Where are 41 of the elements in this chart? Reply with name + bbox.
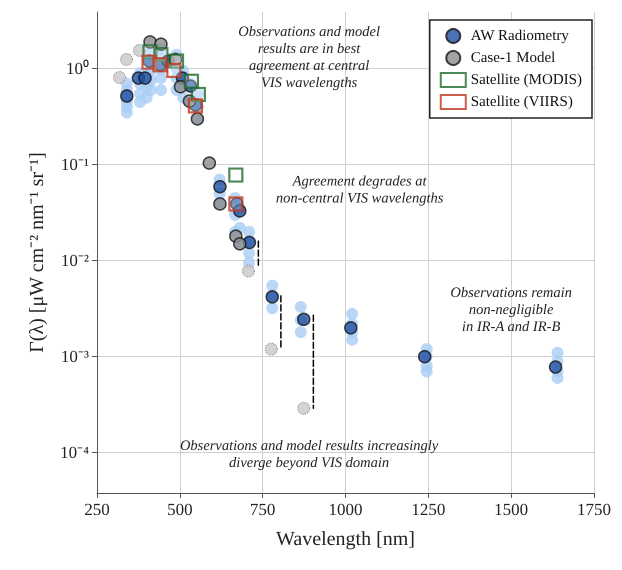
- point: [120, 89, 134, 103]
- y-axis-title: Γ(λ) [μW cm⁻² nm⁻¹ sr⁻¹]: [26, 152, 48, 353]
- legend-label: Satellite (VIIRS): [470, 94, 573, 110]
- point: [154, 37, 168, 51]
- point: [213, 180, 227, 194]
- x-tick-label: 500: [167, 500, 193, 519]
- point: [166, 62, 182, 78]
- point: [174, 80, 188, 94]
- point: [132, 44, 146, 58]
- annotation: Observations remain non-negligible in IR-A and IR-B: [450, 285, 572, 336]
- point: [264, 342, 278, 356]
- point: [297, 312, 310, 326]
- y-tick-label: 10⁻²: [60, 251, 89, 270]
- point: [548, 360, 562, 374]
- legend-label: AW Radiometry: [470, 28, 570, 44]
- point: [143, 35, 157, 49]
- x-tick-label: 1000: [328, 500, 362, 519]
- x-tick-label: 1500: [494, 500, 528, 519]
- annotation: Observations and model results are in best agreement at central VIS wavelengths: [238, 24, 380, 92]
- y-tick-label: 10⁻¹: [60, 155, 89, 174]
- point: [418, 350, 432, 364]
- point: [242, 264, 256, 278]
- x-tick-label: 1750: [577, 500, 611, 519]
- legend-label: Satellite (MODIS): [470, 72, 582, 88]
- point: [120, 52, 134, 66]
- y-tick-label: 10⁻³: [60, 347, 89, 366]
- point: [112, 70, 126, 84]
- point: [233, 204, 247, 218]
- point: [297, 402, 310, 415]
- y-tick-label: 10⁻⁴: [60, 443, 90, 462]
- x-axis-title: Wavelength [nm]: [276, 528, 415, 550]
- x-tick-label: 250: [84, 500, 110, 519]
- x-tick-label: 750: [250, 500, 276, 519]
- point: [344, 321, 358, 335]
- annotation: Observations and model results increasingly diverge beyond VIS domain: [180, 438, 439, 472]
- legend-label: Case-1 Model: [470, 50, 556, 66]
- x-tick-label: 1250: [411, 500, 446, 519]
- point: [202, 156, 216, 170]
- point: [138, 71, 152, 85]
- y-tick-label: 10⁰: [66, 59, 89, 78]
- annotation: Agreement degrades at non-central VIS wavelengths: [276, 173, 444, 206]
